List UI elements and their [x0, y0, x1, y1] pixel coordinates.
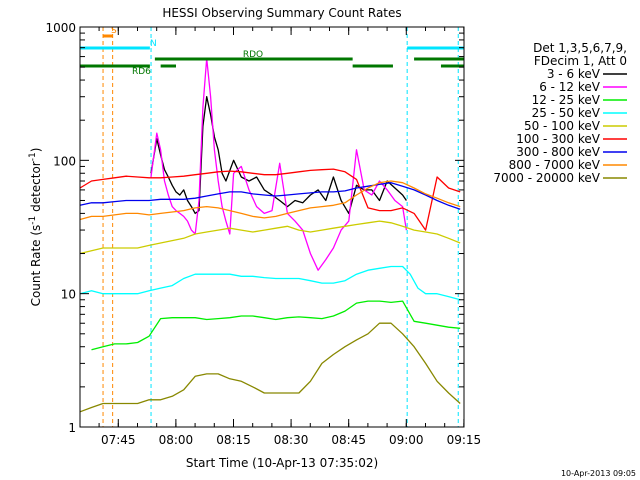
- axes: 07:45 08:00 08:15 08:30 08:45 09:00 09:15 1 10 10…: [45, 21, 481, 447]
- timestamp: 10-Apr-2013 09:05: [561, 469, 636, 478]
- legend-label-5: 100 - 300 keV: [516, 132, 600, 146]
- chart-title: HESSI Observing Summary Count Rates: [162, 6, 401, 20]
- series-line-6: [79, 182, 461, 210]
- series-line-4: [79, 220, 461, 255]
- x-axis-label: Start Time (10-Apr-13 07:35:02): [186, 456, 378, 470]
- x-tick-label-5: 09:00: [389, 433, 424, 447]
- series-line-8: [79, 322, 461, 413]
- legend: Det 1,3,5,6,7,9, FDecim 1, Att 0 3 - 6 k…: [493, 41, 627, 185]
- series-line-1: [150, 57, 408, 271]
- flag-label-3: RD6: [132, 67, 151, 77]
- series-line-2: [91, 300, 461, 351]
- x-tick-label-4: 08:45: [331, 433, 366, 447]
- legend-label-6: 300 - 800 keV: [516, 145, 600, 159]
- legend-label-4: 50 - 100 keV: [524, 119, 601, 133]
- legend-label-1: 6 - 12 keV: [539, 80, 601, 94]
- x-tick-label-0: 07:45: [101, 433, 136, 447]
- series-line-7: [79, 180, 461, 221]
- y-tick-label-0: 1: [68, 421, 76, 435]
- x-tick-label-1: 08:00: [159, 433, 194, 447]
- series-line-5: [79, 168, 461, 231]
- x-tick-label-3: 08:30: [274, 433, 309, 447]
- flag-label-1: N: [150, 39, 157, 49]
- series-line-3: [79, 265, 461, 301]
- legend-label-0: 3 - 6 keV: [547, 67, 601, 81]
- y-tick-label-3: 1000: [45, 21, 76, 35]
- y-tick-label-1: 10: [61, 288, 76, 302]
- plot-content: S N RDO RD6: [79, 26, 464, 427]
- legend-header-1: Det 1,3,5,6,7,9,: [533, 41, 627, 55]
- legend-header-2: FDecim 1, Att 0: [534, 54, 627, 68]
- y-axis-label: Count Rate (s-1 detector-1): [28, 148, 43, 307]
- legend-label-3: 25 - 50 keV: [532, 106, 601, 120]
- flag-label-0: S: [111, 26, 117, 36]
- flag-label-2: RDO: [243, 50, 263, 60]
- x-tick-label-6: 09:15: [447, 433, 482, 447]
- y-tick-label-2: 100: [53, 154, 76, 168]
- legend-label-2: 12 - 25 keV: [532, 93, 601, 107]
- x-tick-label-2: 08:15: [216, 433, 251, 447]
- legend-label-7: 800 - 7000 keV: [509, 158, 601, 172]
- legend-label-8: 7000 - 20000 keV: [493, 171, 600, 185]
